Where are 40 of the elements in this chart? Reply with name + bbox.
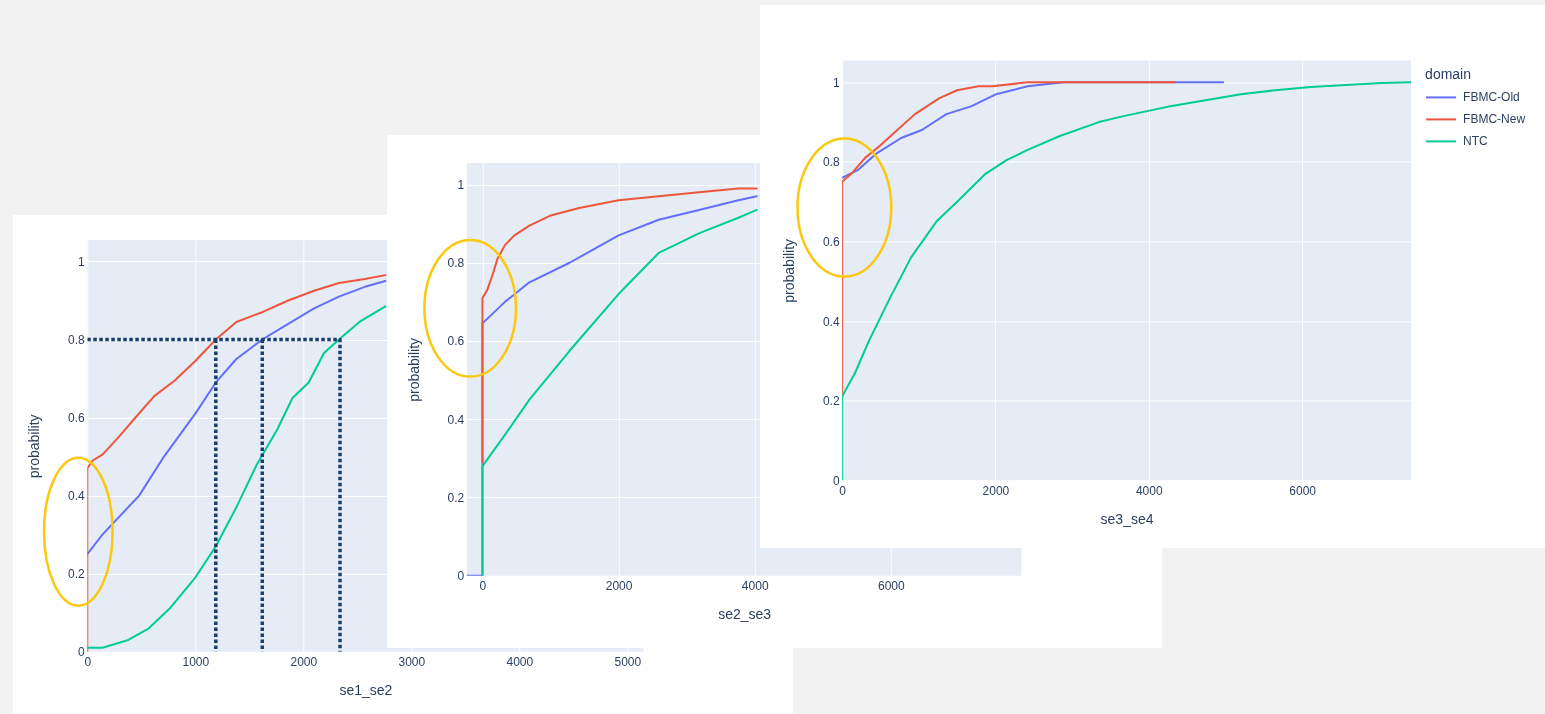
y-axis-title: probability	[780, 238, 797, 303]
x-tick-label: 6000	[877, 579, 905, 594]
x-tick-label: 2000	[982, 483, 1010, 498]
x-tick-label: 2000	[290, 655, 318, 670]
x-tick-label: 2000	[605, 579, 633, 594]
x-axis-title: se1_se2	[339, 682, 393, 699]
y-tick-label: 0.4	[447, 412, 465, 427]
y-tick-label: 1	[78, 254, 86, 269]
y-tick-label: 0.2	[447, 490, 465, 505]
y-axis-title: probability	[26, 414, 43, 479]
x-axis-title: se2_se3	[718, 606, 772, 623]
y-tick-label: 0	[78, 645, 86, 660]
y-tick-label: 1	[457, 178, 465, 193]
x-tick-label: 4000	[741, 579, 769, 594]
x-tick-label: 4000	[506, 655, 534, 670]
x-tick-label: 1000	[182, 655, 210, 670]
y-tick-label: 0	[457, 569, 465, 584]
x-tick-label: 6000	[1289, 483, 1317, 498]
legend-label: FBMC-Old	[1463, 90, 1520, 105]
x-tick-label: 3000	[398, 655, 426, 670]
y-tick-label: 0.4	[822, 314, 840, 329]
y-tick-label: 0.6	[68, 411, 86, 426]
y-tick-label: 0.2	[68, 567, 86, 582]
y-tick-label: 0.4	[68, 489, 86, 504]
legend-title: domain	[1425, 66, 1472, 83]
y-tick-label: 0.6	[447, 334, 465, 349]
y-tick-label: 1	[832, 75, 840, 90]
y-tick-label: 0	[832, 473, 840, 488]
y-tick-label: 0.2	[822, 394, 840, 409]
x-tick-label: 4000	[1135, 483, 1163, 498]
y-tick-label: 0.8	[822, 155, 840, 170]
x-tick-label: 5000	[614, 655, 642, 670]
y-axis-title: probability	[405, 337, 422, 402]
x-tick-label: 0	[479, 579, 487, 594]
y-tick-label: 0.8	[68, 333, 86, 348]
y-tick-label: 0.6	[822, 234, 840, 249]
legend-label: FBMC-New	[1463, 112, 1526, 127]
x-axis-title: se3_se4	[1100, 510, 1154, 527]
y-tick-label: 0.8	[447, 256, 465, 271]
legend-label: NTC	[1463, 134, 1489, 149]
